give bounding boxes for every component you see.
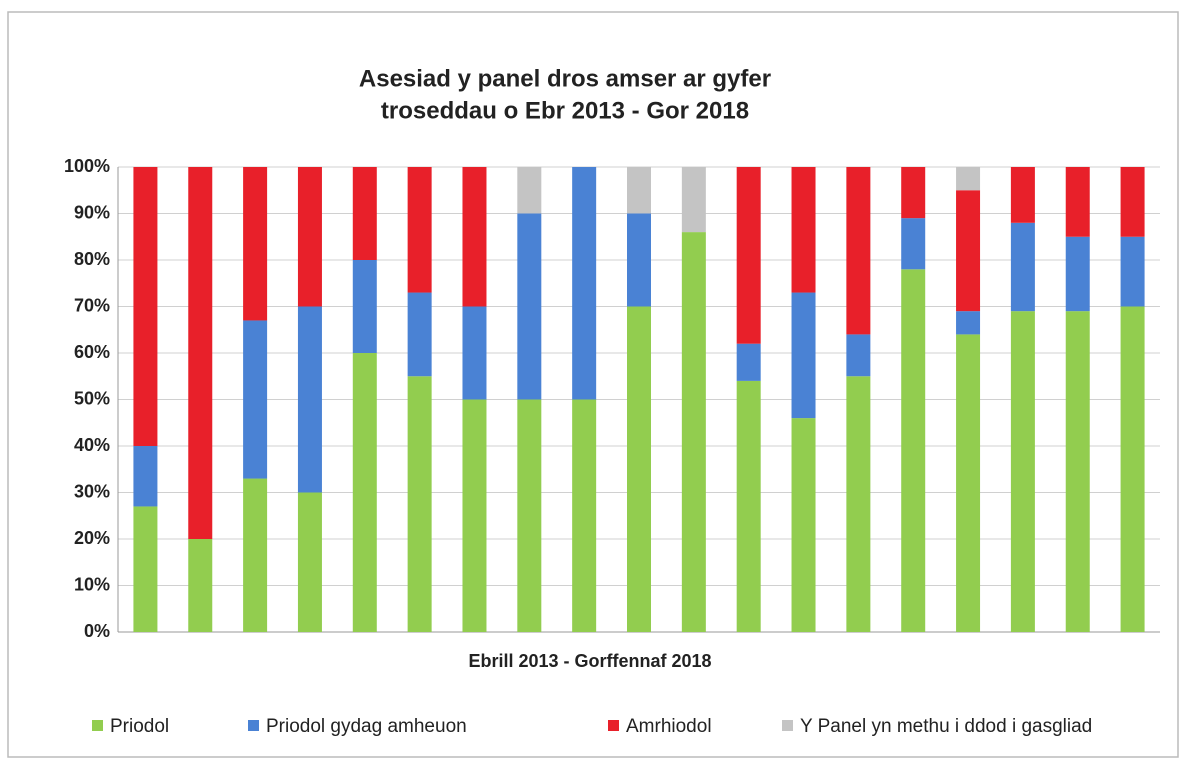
bar-segment xyxy=(846,167,871,335)
legend-swatch xyxy=(608,720,619,731)
bar-segment xyxy=(956,311,981,335)
bar-segment xyxy=(407,376,432,632)
bar-segment xyxy=(517,399,542,632)
bar-segment xyxy=(407,167,432,293)
bar-segment xyxy=(901,218,926,270)
y-tick-label: 20% xyxy=(74,528,110,548)
legend-swatch xyxy=(248,720,259,731)
bar-segment xyxy=(791,292,816,419)
chart-title: troseddau o Ebr 2013 - Gor 2018 xyxy=(381,97,749,124)
y-tick-label: 60% xyxy=(74,342,110,362)
legend-swatch xyxy=(92,720,103,731)
bar-segment xyxy=(1010,222,1035,312)
bar-segment xyxy=(297,492,322,632)
bar-segment xyxy=(627,213,651,307)
bar-segment xyxy=(1065,311,1090,632)
bar-segment xyxy=(736,380,761,632)
legend-label: Amrhiodol xyxy=(626,716,712,737)
y-tick-label: 90% xyxy=(74,202,110,222)
bar-segment xyxy=(352,167,377,260)
y-tick-label: 0% xyxy=(84,621,110,641)
y-tick-label: 80% xyxy=(74,249,110,269)
bar-segment xyxy=(1120,306,1145,632)
bar-segment xyxy=(517,213,542,400)
bar-segment xyxy=(133,167,158,446)
bar-segment xyxy=(517,167,542,214)
bar-segment xyxy=(681,232,706,632)
bar-segment xyxy=(1065,167,1090,237)
legend-label: Priodol gydag amheuon xyxy=(266,716,467,737)
legend-label: Priodol xyxy=(110,716,169,737)
y-tick-label: 100% xyxy=(64,156,110,176)
y-tick-label: 50% xyxy=(74,388,110,408)
bar-segment xyxy=(627,167,651,214)
y-tick-label: 10% xyxy=(74,574,110,594)
y-tick-label: 30% xyxy=(74,481,110,501)
x-axis-label: Ebrill 2013 - Gorffennaf 2018 xyxy=(468,651,711,671)
bar-segment xyxy=(846,376,871,632)
legend-label: Y Panel yn methu i ddod i gasgliad xyxy=(800,716,1092,737)
bar-segment xyxy=(572,167,597,400)
bar-segment xyxy=(736,167,761,344)
bar-segment xyxy=(297,306,322,493)
bar-segment xyxy=(956,167,981,191)
bar-segment xyxy=(243,320,268,479)
bar-segment xyxy=(462,306,487,400)
bar-segment xyxy=(627,306,651,632)
bar-segment xyxy=(846,334,871,377)
y-tick-label: 40% xyxy=(74,435,110,455)
bar-segment xyxy=(1010,311,1035,632)
bar-segment xyxy=(791,418,816,632)
bar-segment xyxy=(243,478,268,632)
bar-segment xyxy=(791,167,816,293)
bar-segment xyxy=(901,167,926,219)
bar-segment xyxy=(901,269,926,632)
bar-segment xyxy=(352,353,377,632)
bar-segment xyxy=(188,167,213,539)
chart-title: Asesiad y panel dros amser ar gyfer xyxy=(359,65,771,92)
bar-segment xyxy=(681,167,706,233)
bar-segment xyxy=(462,399,487,632)
bar-segment xyxy=(736,343,761,381)
bar-segment xyxy=(243,167,268,321)
bar-segment xyxy=(956,334,981,632)
bar-segment xyxy=(133,506,158,632)
bar-segment xyxy=(1120,167,1145,237)
bar-segment xyxy=(407,292,432,377)
bar-segment xyxy=(1120,236,1145,307)
bar-segment xyxy=(572,399,597,632)
bar-segment xyxy=(297,167,322,307)
bar-segment xyxy=(956,190,981,312)
bar-segment xyxy=(1010,167,1035,223)
bar-segment xyxy=(1065,236,1090,312)
bar-segment xyxy=(352,260,377,353)
y-tick-label: 70% xyxy=(74,295,110,315)
legend-swatch xyxy=(782,720,793,731)
bar-segment xyxy=(133,446,158,507)
bar-segment xyxy=(188,539,213,632)
bar-segment xyxy=(462,167,487,307)
